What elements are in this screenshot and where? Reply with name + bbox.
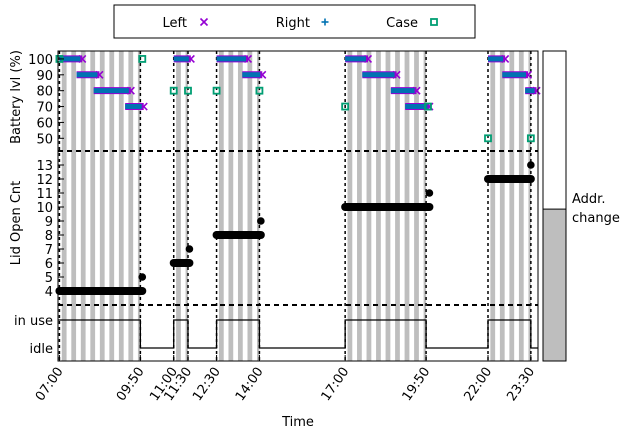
battery-ytick-label-2: 70 — [36, 101, 53, 116]
case-battery-point-7 — [424, 102, 432, 111]
lid-ytick-label-3: 7 — [45, 243, 53, 258]
case-battery-point-4 — [212, 86, 221, 95]
legend-marker-case-glyph — [430, 18, 438, 26]
legend-marker-right-glyph — [321, 18, 329, 26]
legend-label-right: Right — [276, 16, 310, 31]
case-battery-point-1 — [138, 55, 147, 63]
lid-count-point-2 — [257, 217, 265, 225]
active-stripe-0-7 — [128, 51, 134, 361]
active-stripe-4-2 — [509, 51, 515, 361]
active-stripe-4-1 — [499, 51, 505, 361]
colorbar-label-line-1: Addr. — [572, 192, 605, 207]
case-battery-point-8 — [484, 134, 492, 143]
case-battery-point-2 — [169, 86, 178, 95]
active-stripe-0-8 — [137, 51, 141, 361]
session-boundary-lines — [58, 51, 532, 361]
active-stripe-2-0 — [218, 51, 224, 361]
legend-label-left: Left — [163, 16, 187, 31]
active-stripe-2-2 — [237, 51, 243, 361]
x-axis-title: Time — [281, 415, 314, 430]
active-stripe-0-4 — [99, 51, 105, 361]
legend-marker-right — [321, 18, 329, 26]
xtick-label-1: 09:50 — [114, 365, 148, 404]
active-stripe-0-0 — [61, 51, 67, 361]
usage-category-label-1: in use — [14, 314, 53, 329]
battery-ytick-label-4: 90 — [36, 69, 53, 84]
active-stripe-1-0 — [176, 51, 181, 361]
active-stripe-0-1 — [71, 51, 77, 361]
usage-category-label-0: idle — [30, 342, 53, 357]
lid-ytick-label-9: 13 — [36, 159, 53, 174]
address-change-bar: Addr. change — [542, 50, 620, 362]
xtick-label-9: 23:30 — [504, 365, 538, 404]
case-battery-point-9 — [526, 134, 535, 143]
legend-marker-left-glyph-stroke-b — [199, 17, 209, 27]
lid-ytick-label-2: 6 — [45, 257, 53, 272]
legend-marker-left — [199, 17, 209, 27]
active-stripe-0-6 — [118, 51, 124, 361]
active-stripe-1-1 — [185, 51, 188, 361]
colorbar-fill — [542, 208, 567, 362]
xtick-label-7: 19:50 — [400, 365, 434, 404]
active-period-stripes — [61, 51, 531, 361]
lid-ytick-label-8: 12 — [36, 173, 53, 188]
active-stripe-2-1 — [228, 51, 234, 361]
active-stripe-2-4 — [257, 51, 260, 361]
plot-frame — [57, 50, 539, 362]
active-stripe-4-0 — [490, 51, 496, 361]
lid-count-point-4 — [527, 161, 535, 169]
lid-ytick-label-5: 9 — [45, 215, 53, 230]
colorbar-label-line-2: change — [572, 211, 620, 226]
active-stripe-4-4 — [528, 51, 531, 361]
xtick-label-8: 22:00 — [461, 365, 495, 404]
usage-state-line — [58, 319, 538, 349]
xtick-label-0: 07:00 — [33, 365, 67, 404]
active-stripe-0-5 — [109, 51, 115, 361]
active-stripe-0-3 — [90, 51, 96, 361]
legend-marker-case — [430, 18, 438, 26]
lid-open-count-marks — [55, 161, 535, 295]
legend: Left Right Case — [113, 4, 476, 39]
lid-y-axis-title: Lid Open Cnt — [9, 181, 24, 266]
xtick-label-6: 17:00 — [319, 365, 353, 404]
case-battery-point-3 — [184, 86, 192, 95]
xtick-label-5: 14:00 — [233, 365, 267, 404]
legend-box — [113, 4, 476, 39]
lid-ytick-label-1: 5 — [45, 271, 53, 286]
usage-y-axis: idle in use — [14, 314, 53, 357]
battery-ytick-label-3: 80 — [36, 85, 53, 100]
lid-ytick-label-7: 11 — [36, 187, 53, 202]
legend-label-case: Case — [386, 16, 418, 31]
legend-marker-left-glyph — [199, 17, 209, 27]
lid-ytick-label-6: 10 — [36, 201, 53, 216]
usage-step-path — [58, 319, 538, 349]
lid-ytick-label-0: 4 — [45, 285, 53, 300]
active-stripe-0-2 — [80, 51, 86, 361]
xtick-label-4: 12:30 — [190, 365, 224, 404]
lid-count-point-3 — [425, 189, 434, 197]
lid-count-point-1 — [185, 245, 194, 253]
case-battery-point-5 — [255, 86, 264, 95]
case-battery-point-6 — [341, 102, 350, 111]
lid-ytick-label-4: 8 — [45, 229, 53, 244]
battery-ytick-label-1: 60 — [36, 116, 53, 131]
battery-y-axis-title: Battery lvl (%) — [9, 50, 24, 144]
active-stripe-4-3 — [518, 51, 524, 361]
lid-count-point-0 — [138, 273, 147, 281]
battery-ytick-label-5: 100 — [28, 53, 53, 68]
battery-ytick-label-0: 50 — [36, 132, 53, 147]
active-stripe-2-3 — [247, 51, 253, 361]
